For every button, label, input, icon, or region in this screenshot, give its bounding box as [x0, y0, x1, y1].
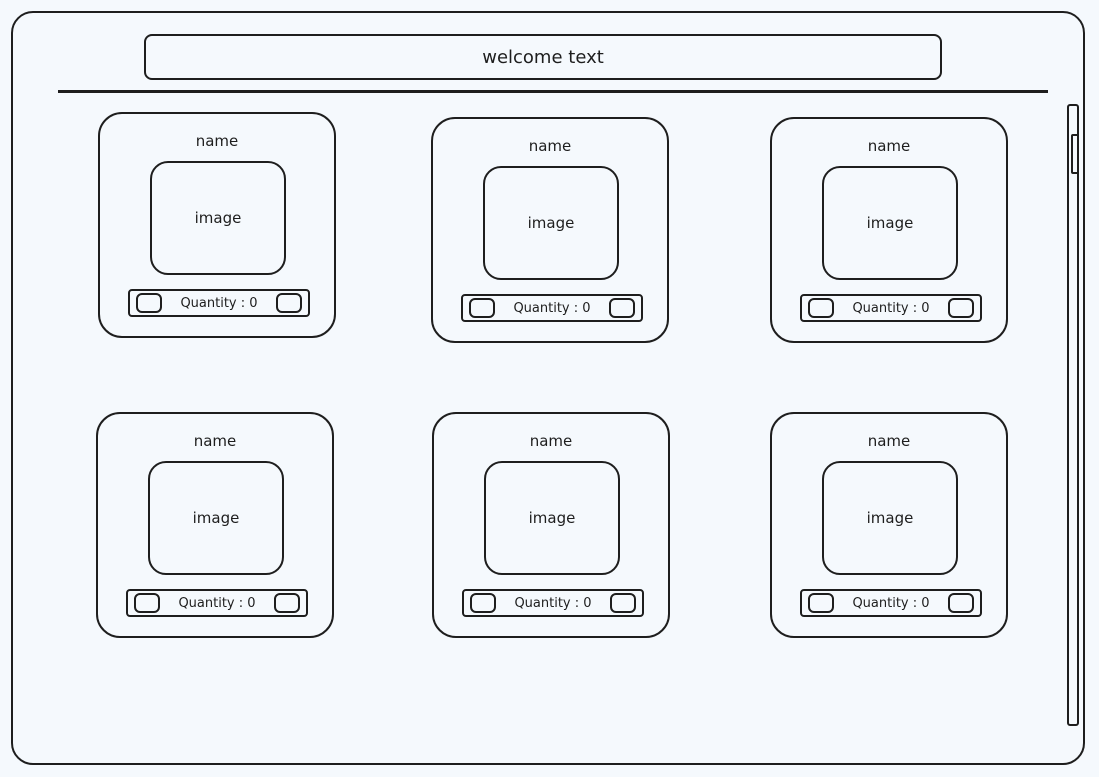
product-card: name image Quantity : 0: [432, 412, 670, 638]
decrease-quantity-button[interactable]: [808, 593, 834, 613]
increase-quantity-button[interactable]: [274, 593, 300, 613]
product-image: image: [483, 166, 619, 280]
product-name: name: [529, 432, 573, 450]
product-image-label: image: [194, 209, 242, 227]
product-image: image: [150, 161, 286, 275]
product-card: name image Quantity : 0: [431, 117, 669, 343]
quantity-label: Quantity : 0: [178, 595, 256, 611]
product-image: image: [148, 461, 284, 575]
product-image-label: image: [527, 214, 575, 232]
product-card: name image Quantity : 0: [770, 117, 1008, 343]
scrollbar-thumb[interactable]: [1071, 134, 1079, 174]
quantity-control: Quantity : 0: [800, 294, 982, 322]
quantity-control: Quantity : 0: [461, 294, 643, 322]
welcome-text: welcome text: [482, 46, 604, 68]
quantity-control: Quantity : 0: [462, 589, 644, 617]
product-card: name image Quantity : 0: [98, 112, 336, 338]
product-name: name: [528, 137, 572, 155]
product-image: image: [822, 461, 958, 575]
quantity-label: Quantity : 0: [514, 595, 592, 611]
decrease-quantity-button[interactable]: [136, 293, 162, 313]
product-name: name: [195, 132, 239, 150]
product-name: name: [193, 432, 237, 450]
quantity-label: Quantity : 0: [852, 595, 930, 611]
decrease-quantity-button[interactable]: [470, 593, 496, 613]
product-image-label: image: [528, 509, 576, 527]
quantity-control: Quantity : 0: [128, 289, 310, 317]
quantity-label: Quantity : 0: [852, 300, 930, 316]
product-card: name image Quantity : 0: [770, 412, 1008, 638]
product-image: image: [822, 166, 958, 280]
vertical-scrollbar[interactable]: [1067, 104, 1079, 726]
product-card: name image Quantity : 0: [96, 412, 334, 638]
quantity-control: Quantity : 0: [126, 589, 308, 617]
app-frame: [11, 11, 1085, 765]
product-image-label: image: [866, 214, 914, 232]
decrease-quantity-button[interactable]: [134, 593, 160, 613]
welcome-banner: welcome text: [144, 34, 942, 80]
product-name: name: [867, 137, 911, 155]
increase-quantity-button[interactable]: [276, 293, 302, 313]
increase-quantity-button[interactable]: [948, 593, 974, 613]
quantity-label: Quantity : 0: [180, 295, 258, 311]
quantity-label: Quantity : 0: [513, 300, 591, 316]
product-image-label: image: [192, 509, 240, 527]
increase-quantity-button[interactable]: [609, 298, 635, 318]
product-image: image: [484, 461, 620, 575]
decrease-quantity-button[interactable]: [469, 298, 495, 318]
header-divider: [58, 90, 1048, 93]
product-name: name: [867, 432, 911, 450]
increase-quantity-button[interactable]: [948, 298, 974, 318]
quantity-control: Quantity : 0: [800, 589, 982, 617]
decrease-quantity-button[interactable]: [808, 298, 834, 318]
increase-quantity-button[interactable]: [610, 593, 636, 613]
product-image-label: image: [866, 509, 914, 527]
